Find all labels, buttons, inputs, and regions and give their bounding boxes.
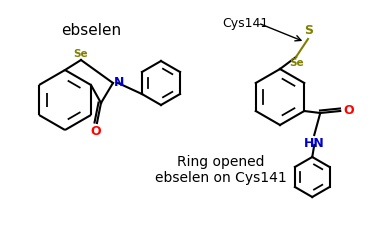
Text: O: O bbox=[343, 105, 354, 118]
Text: Cys141: Cys141 bbox=[222, 16, 268, 29]
Text: Ring opened
ebselen on Cys141: Ring opened ebselen on Cys141 bbox=[155, 155, 287, 185]
Text: ebselen: ebselen bbox=[61, 23, 121, 38]
Text: HN: HN bbox=[304, 137, 324, 150]
Text: S: S bbox=[305, 24, 314, 37]
Text: N: N bbox=[114, 76, 124, 89]
Text: Se: Se bbox=[74, 49, 88, 59]
Text: O: O bbox=[90, 125, 101, 138]
Text: Se: Se bbox=[290, 58, 304, 68]
